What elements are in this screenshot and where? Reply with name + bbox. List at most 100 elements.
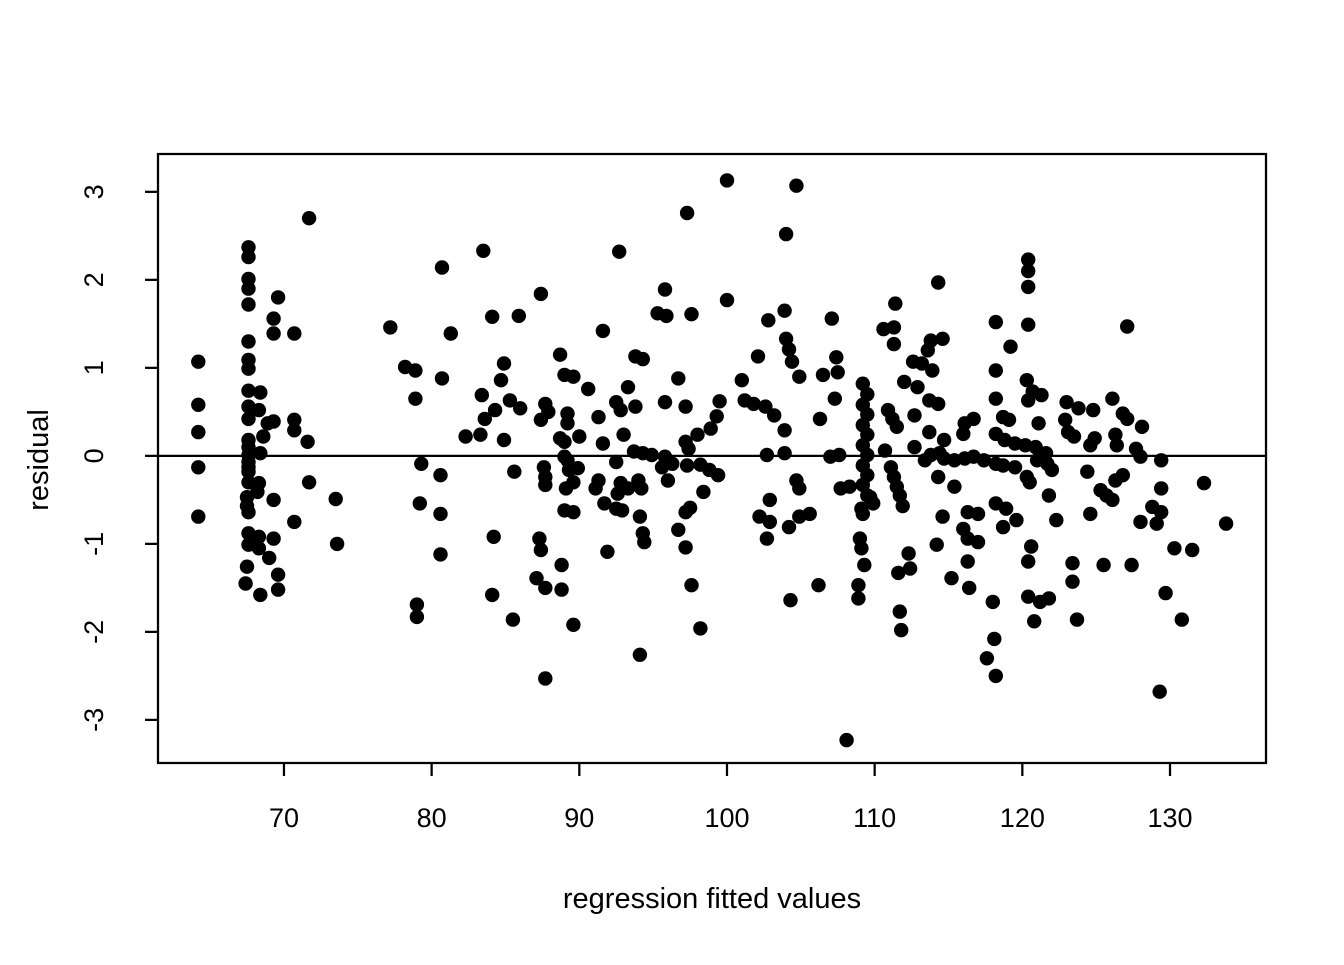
- data-point: [1071, 401, 1086, 416]
- data-point: [560, 416, 575, 431]
- data-point: [678, 399, 693, 414]
- data-point: [1020, 279, 1036, 295]
- data-point: [476, 243, 491, 258]
- data-point: [1049, 512, 1064, 528]
- data-point: [679, 205, 695, 221]
- points-layer: [191, 173, 1234, 748]
- data-point: [566, 505, 581, 520]
- data-point: [734, 373, 749, 388]
- data-point: [690, 427, 705, 442]
- data-point: [1028, 439, 1043, 455]
- data-point: [886, 320, 902, 335]
- data-point: [931, 469, 946, 485]
- data-point: [538, 671, 553, 686]
- data-point: [1020, 252, 1036, 267]
- data-point: [907, 439, 922, 455]
- data-point: [827, 391, 842, 406]
- data-point: [409, 609, 425, 625]
- data-point: [910, 380, 925, 395]
- data-point: [433, 547, 448, 562]
- data-point: [855, 506, 870, 522]
- y-tick-label: 3: [79, 184, 109, 199]
- data-point: [931, 275, 946, 290]
- data-point: [1041, 591, 1057, 606]
- data-point: [1124, 557, 1139, 573]
- data-point: [1154, 481, 1169, 496]
- data-point: [628, 399, 643, 414]
- data-point: [485, 309, 500, 324]
- data-point: [682, 500, 698, 515]
- data-point: [626, 444, 642, 459]
- data-point: [854, 541, 869, 556]
- data-point: [914, 356, 930, 371]
- axes-layer: 70 80 90 100 110 120 130 -3 -2 -1 0 1 2 3: [79, 152, 1268, 833]
- data-point: [1065, 556, 1080, 571]
- data-point: [1154, 453, 1169, 468]
- data-point: [1020, 317, 1036, 332]
- data-point: [1109, 438, 1125, 453]
- data-point: [931, 396, 946, 412]
- plot-border: [156, 152, 1268, 765]
- data-point: [251, 402, 267, 418]
- data-point: [1080, 464, 1095, 479]
- data-point: [901, 546, 916, 561]
- data-point: [684, 578, 699, 593]
- data-point: [1003, 339, 1018, 354]
- data-point: [783, 593, 798, 608]
- data-point: [474, 387, 489, 403]
- data-point: [1185, 542, 1200, 558]
- data-point: [802, 506, 817, 522]
- data-point: [570, 461, 585, 476]
- data-point: [812, 411, 828, 427]
- data-point: [637, 534, 652, 550]
- data-point: [1009, 512, 1024, 528]
- data-point: [595, 436, 611, 451]
- data-point: [988, 456, 1003, 471]
- data-point: [1120, 319, 1135, 334]
- data-point: [1066, 429, 1082, 444]
- data-point: [1020, 554, 1036, 569]
- data-point: [1218, 516, 1234, 531]
- data-point: [1196, 475, 1212, 491]
- data-point: [886, 336, 902, 352]
- data-point: [1108, 427, 1123, 442]
- data-point: [759, 531, 775, 546]
- data-point: [609, 454, 624, 470]
- data-point: [789, 178, 804, 193]
- data-point: [709, 409, 724, 424]
- data-point: [191, 509, 206, 524]
- data-point: [1044, 462, 1060, 478]
- y-tick-label: -3: [79, 708, 109, 732]
- data-point: [907, 408, 922, 423]
- data-point: [473, 427, 488, 442]
- data-point: [719, 292, 735, 308]
- data-point: [857, 557, 872, 573]
- data-point: [191, 397, 206, 412]
- data-point: [1133, 514, 1148, 530]
- data-point: [613, 402, 628, 418]
- data-point: [595, 323, 611, 339]
- data-point: [824, 311, 839, 326]
- data-point: [241, 281, 256, 296]
- data-point: [458, 429, 473, 444]
- data-point: [266, 492, 281, 508]
- data-point: [414, 456, 429, 471]
- data-point: [762, 492, 777, 508]
- data-point: [781, 342, 797, 357]
- data-point: [1083, 506, 1098, 522]
- data-point: [679, 458, 695, 473]
- data-point: [1034, 387, 1049, 403]
- data-point: [634, 481, 649, 496]
- data-point: [493, 373, 509, 388]
- data-point: [1065, 574, 1080, 589]
- data-point: [632, 647, 648, 662]
- data-point: [1134, 419, 1150, 434]
- data-point: [920, 343, 935, 358]
- data-point: [1027, 614, 1042, 629]
- data-point: [988, 668, 1003, 684]
- data-point: [600, 544, 615, 559]
- data-point: [241, 334, 256, 349]
- data-point: [558, 481, 574, 496]
- data-point: [1022, 475, 1037, 490]
